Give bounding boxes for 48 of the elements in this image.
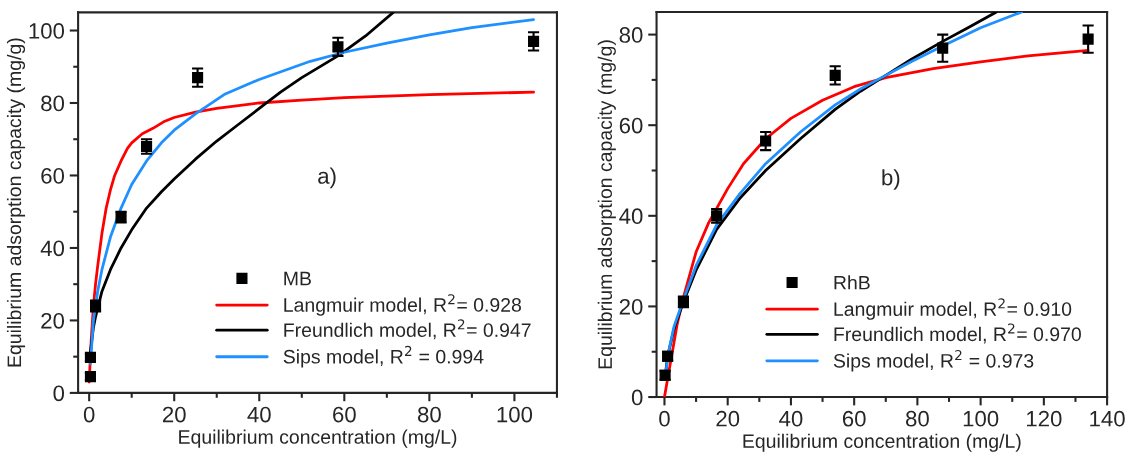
point [84, 371, 96, 383]
point [192, 72, 204, 84]
legend-label: RhB [834, 275, 870, 290]
y-tick-label: 40 [40, 240, 65, 257]
legend-label: Langmuir model, R$^{2}$= 0.910 [834, 298, 1072, 320]
x-tick-label: 60 [333, 406, 356, 423]
x-axis-title: Equilibrium concentration (mg/L) [743, 433, 1021, 452]
legend-label: Sips model, R$^{2}$ = 0.973 [833, 349, 1034, 372]
y-tick-label: 60 [41, 168, 65, 184]
x-tick-label: 80 [906, 410, 929, 427]
x-tick-label: 40 [779, 410, 803, 427]
x-tick-label: 20 [162, 406, 186, 423]
x-tick-label: 100 [497, 406, 533, 423]
annotation: a) [318, 167, 336, 189]
point [1082, 33, 1094, 45]
point [84, 351, 96, 363]
y-tick-label: 80 [41, 95, 65, 112]
x-tick-label: 120 [1027, 410, 1062, 427]
y-tick-label: 100 [29, 23, 65, 39]
legend-label: MB [284, 271, 311, 286]
x-tick-label: 0 [659, 410, 670, 427]
legend-label: Sips model, R$^{2}$ = 0.994 [283, 345, 484, 368]
legend-label: Freundlich model, R$^{2}$= 0.970 [834, 323, 1081, 344]
x-axis-title: Equilibrium concentration (mg/L) [179, 429, 457, 448]
point [937, 42, 949, 54]
y-axis-title: Equilibrium adsorption capacity (mg/g) [6, 38, 26, 367]
x-tick-label: 100 [963, 410, 999, 427]
point [760, 135, 772, 147]
point [829, 69, 841, 81]
y-tick-label: 80 [619, 27, 643, 43]
y-tick-label: 0 [631, 389, 643, 406]
y-tick-label: 20 [41, 312, 65, 329]
y-tick-label: 0 [53, 385, 65, 402]
y-tick-label: 20 [619, 298, 643, 315]
x-tick-label: 80 [417, 406, 441, 423]
legend-label: Langmuir model, R$^{2}$= 0.928 [284, 294, 521, 316]
annotation: b) [882, 169, 900, 190]
x-tick-label: 0 [83, 406, 95, 423]
point [527, 35, 540, 47]
point [332, 41, 344, 53]
y-tick-label: 40 [619, 208, 643, 225]
x-tick-label: 60 [842, 410, 866, 427]
x-tick-label: 140 [1090, 410, 1125, 427]
y-axis-title: Equilibrium adsorption capacity (mg/g) [597, 40, 616, 369]
legend-label: Freundlich model, R$^{2}$= 0.947 [284, 319, 531, 340]
x-tick-label: 20 [716, 410, 740, 427]
y-tick-label: 60 [619, 117, 643, 134]
x-tick-label: 40 [247, 406, 271, 423]
